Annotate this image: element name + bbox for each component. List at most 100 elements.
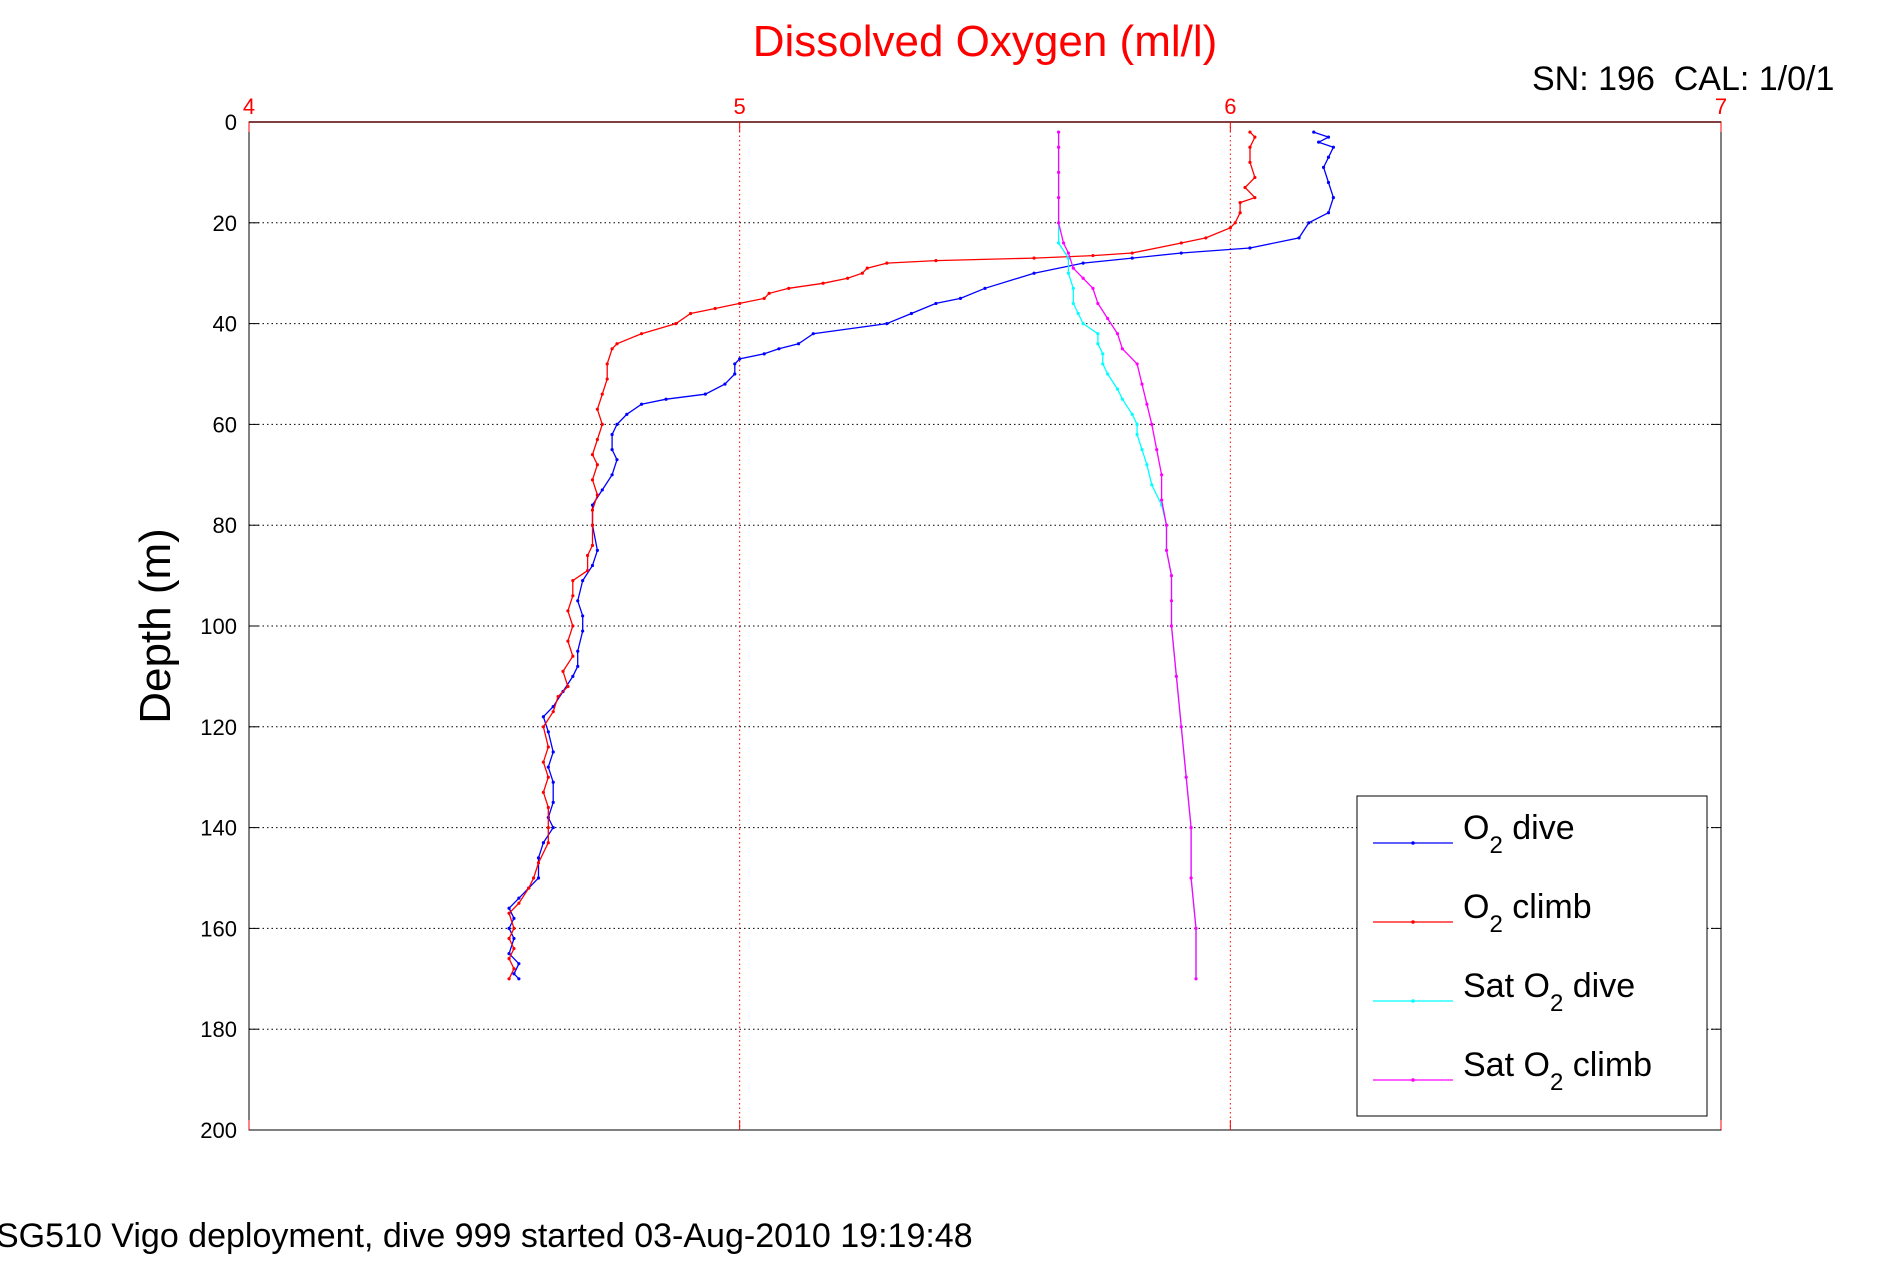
series-0-point-67 <box>507 926 511 931</box>
series-3 <box>1057 130 1198 981</box>
series-2-point-15 <box>1101 362 1105 366</box>
series-3-point-25 <box>1071 266 1075 270</box>
series-1-point-6 <box>507 911 511 915</box>
y-tick-label-80: 80 <box>213 513 237 538</box>
footer-caption: SG510 Vigo deployment, dive 999 started … <box>0 1217 973 1255</box>
series-1-point-47 <box>674 322 678 326</box>
series-0-point-46 <box>581 629 585 633</box>
series-3-point-23 <box>1091 286 1095 290</box>
y-tick-label-20: 20 <box>213 211 237 236</box>
series-1-point-0 <box>507 977 511 981</box>
series-1-point-17 <box>546 745 550 749</box>
series-1-point-59 <box>934 259 938 263</box>
series-1-point-58 <box>885 261 889 265</box>
y-tick-label-0: 0 <box>225 110 237 135</box>
series-1-point-46 <box>639 332 644 336</box>
series-0-point-44 <box>576 599 580 603</box>
series-2-point-9 <box>1071 301 1075 306</box>
series-1-point-65 <box>1228 226 1232 230</box>
series-0-point-43 <box>581 579 585 583</box>
series-0-point-45 <box>581 614 585 618</box>
series-0-point-16 <box>983 286 987 290</box>
series-0-point-3 <box>1331 145 1335 149</box>
series-0-point-53 <box>546 730 550 734</box>
x-tick-label-7: 7 <box>1715 94 1727 119</box>
legend-item-0: O2 dive <box>1373 809 1575 859</box>
series-0-point-52 <box>541 715 546 719</box>
series-0-point-31 <box>639 402 644 406</box>
series-1-point-52 <box>767 291 771 295</box>
series-1-point-31 <box>590 543 595 547</box>
series-3-point-21 <box>1106 316 1110 321</box>
series-1-point-18 <box>541 725 546 729</box>
series-0 <box>507 130 1335 981</box>
series-0-point-36 <box>615 458 619 462</box>
legend-item-2: Sat O2 dive <box>1373 967 1635 1017</box>
series-1 <box>507 130 1257 981</box>
series-1-point-66 <box>1233 221 1237 225</box>
y-tick-label-40: 40 <box>213 312 237 337</box>
series-0-point-64 <box>517 896 521 900</box>
legend-swatch-marker-0 <box>1411 841 1415 845</box>
series-1-point-33 <box>590 508 595 512</box>
series-1-point-57 <box>865 266 869 270</box>
series-1-point-49 <box>713 306 717 311</box>
series-1-point-10 <box>536 861 541 865</box>
legend-label-0: O2 dive <box>1463 809 1575 859</box>
series-1-point-4 <box>507 936 511 941</box>
series-3-point-24 <box>1081 276 1085 280</box>
legend-swatch-marker-1 <box>1411 920 1415 924</box>
series-1-point-22 <box>561 669 565 673</box>
series-1-point-41 <box>600 392 604 396</box>
series-3-point-8 <box>1169 599 1174 603</box>
series-0-point-70 <box>517 962 521 966</box>
series-3-point-28 <box>1057 221 1061 225</box>
series-2-point-12 <box>1096 332 1100 336</box>
series-3-point-31 <box>1057 145 1061 149</box>
series-0-point-1 <box>1326 135 1331 139</box>
series-0-point-15 <box>1032 271 1036 275</box>
y-tick-label-100: 100 <box>200 614 237 639</box>
series-1-point-44 <box>610 347 614 351</box>
series-0-point-62 <box>536 876 541 880</box>
series-3-point-27 <box>1061 241 1066 245</box>
series-3-point-18 <box>1135 362 1139 366</box>
series-2-point-20 <box>1135 422 1139 426</box>
series-3-point-0 <box>1194 977 1198 981</box>
series-2-point-13 <box>1096 342 1100 346</box>
series-0-point-25 <box>738 357 742 361</box>
series-0-point-32 <box>625 412 629 416</box>
legend: O2 dive O2 climb Sat O2 dive Sat O2 climb <box>1356 795 1708 1117</box>
x-axis-ticks: 4 5 6 7 <box>243 94 1727 1130</box>
series-2-point-8 <box>1071 286 1075 290</box>
y-tick-label-60: 60 <box>213 412 237 437</box>
series-0-point-66 <box>512 916 516 920</box>
series-3-point-2 <box>1189 876 1193 880</box>
series-3-point-30 <box>1057 170 1061 174</box>
series-0-point-4 <box>1326 155 1331 159</box>
series-1-point-48 <box>689 311 693 316</box>
y-tick-label-140: 140 <box>200 816 237 841</box>
legend-item-3: Sat O2 climb <box>1373 1046 1652 1096</box>
series-3-point-13 <box>1160 473 1164 477</box>
series-0-point-27 <box>733 372 737 376</box>
y-tick-label-200: 200 <box>200 1118 237 1143</box>
series-0-point-23 <box>777 347 781 351</box>
series-0-point-54 <box>551 750 555 754</box>
series-1-point-73 <box>1248 145 1252 149</box>
series-3-point-20 <box>1115 332 1120 336</box>
series-0-point-49 <box>571 674 575 679</box>
series-2-point-7 <box>1066 271 1071 275</box>
series-0-point-69 <box>507 952 511 956</box>
series-3-point-3 <box>1189 826 1193 830</box>
series-1-point-42 <box>605 377 609 381</box>
series-0-point-26 <box>733 362 737 366</box>
series-1-point-37 <box>590 453 595 457</box>
series-3-point-1 <box>1194 926 1198 931</box>
series-1-point-55 <box>846 276 850 280</box>
series-0-point-8 <box>1326 211 1331 215</box>
series-0-point-0 <box>1312 130 1316 134</box>
series-0-point-34 <box>610 432 614 437</box>
series-1-point-34 <box>595 493 599 497</box>
series-1-point-5 <box>512 926 516 931</box>
